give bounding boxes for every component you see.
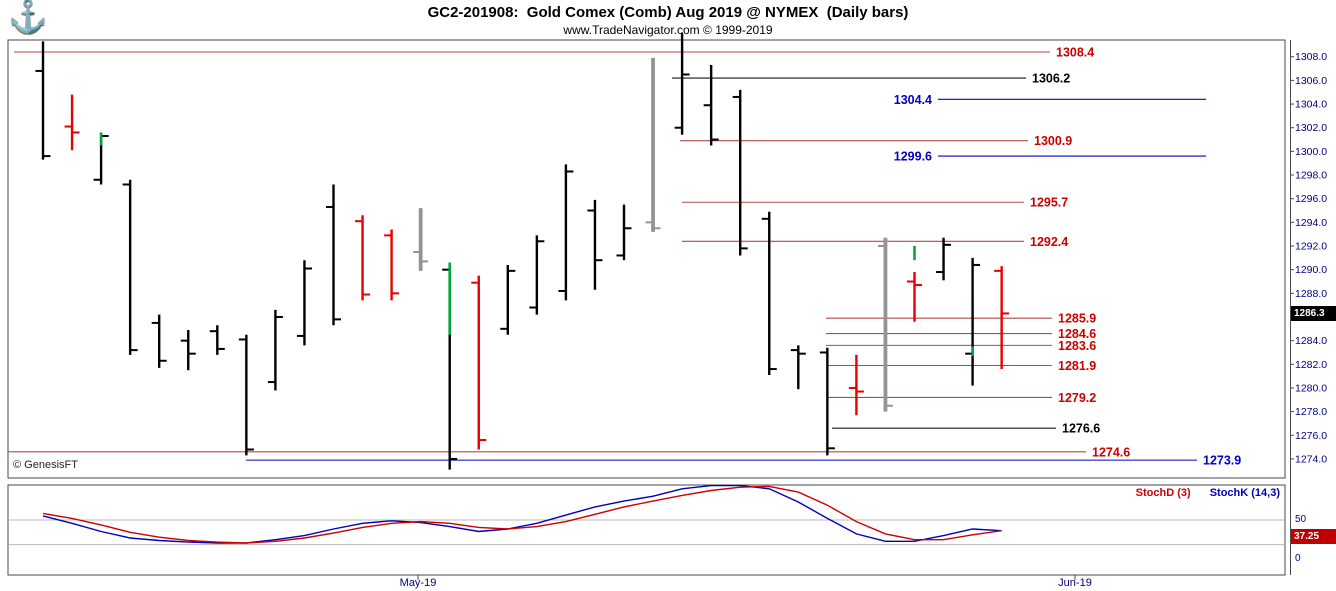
stoch-legend: StochD (3) StochK (14,3)	[1120, 487, 1280, 499]
price-axis-label: 1292.0	[1295, 241, 1327, 253]
price-axis-label: 1304.0	[1295, 99, 1327, 111]
level-label: 1284.6	[1058, 327, 1096, 341]
level-label: 1279.2	[1058, 391, 1096, 405]
chart-subtitle: www.TradeNavigator.com © 1999-2019	[563, 23, 773, 37]
genesisft-logo: ⚓	[8, 0, 48, 34]
anchor-icon: ⚓	[8, 0, 48, 34]
price-axis-label: 1278.0	[1295, 406, 1327, 418]
stochd-line	[42, 485, 1002, 544]
price-axis-label: 1302.0	[1295, 122, 1327, 134]
level-label: 1306.2	[1032, 72, 1070, 86]
price-axis-label: 1282.0	[1295, 359, 1327, 371]
level-label: 1273.9	[1203, 454, 1241, 468]
level-label: 1299.6	[894, 150, 932, 164]
last-price-badge: 1286.3	[1291, 306, 1336, 321]
price-axis-label: 1288.0	[1295, 288, 1327, 300]
price-axis-label: 1290.0	[1295, 264, 1327, 276]
price-axis-label: 1298.0	[1295, 170, 1327, 182]
level-label: 1281.9	[1058, 359, 1096, 373]
stochd-legend-label: StochD (3)	[1135, 487, 1191, 499]
date-label-jun19: Jun-19	[1058, 577, 1092, 589]
chart-title: GC2-201908: Gold Comex (Comb) Aug 2019 @…	[427, 4, 909, 21]
stochk-line	[42, 484, 1002, 544]
price-axis-label: 1294.0	[1295, 217, 1327, 229]
level-label: 1304.4	[894, 93, 932, 107]
genesisft-watermark: © GenesisFT	[13, 459, 78, 471]
price-axis-label: 1284.0	[1295, 335, 1327, 347]
stoch-axis-label-50: 50	[1295, 514, 1307, 525]
stoch-value-badge: 37.25	[1291, 529, 1336, 544]
level-label: 1276.6	[1062, 422, 1100, 436]
level-label: 1285.9	[1058, 312, 1096, 326]
date-label-may19: May-19	[399, 577, 437, 589]
price-axis-label: 1306.0	[1295, 75, 1327, 87]
price-axis-label: 1276.0	[1295, 430, 1327, 442]
stoch-axis-label-0: 0	[1295, 553, 1301, 564]
level-label: 1308.4	[1056, 46, 1094, 60]
price-axis-label: 1300.0	[1295, 146, 1327, 158]
level-label: 1283.6	[1058, 339, 1096, 353]
price-axis-label: 1280.0	[1295, 382, 1327, 394]
main-chart-frame	[7, 39, 1286, 479]
price-axis-label: 1274.0	[1295, 453, 1327, 465]
level-label: 1295.7	[1030, 196, 1068, 210]
price-axis-label: 1296.0	[1295, 193, 1327, 205]
price-axis-label: 1308.0	[1295, 51, 1327, 63]
stochk-legend-label: StochK (14,3)	[1209, 487, 1280, 499]
level-label: 1292.4	[1030, 235, 1068, 249]
level-label: 1300.9	[1034, 134, 1072, 148]
level-label: 1274.6	[1092, 445, 1130, 459]
stoch-panel-frame	[7, 484, 1286, 576]
